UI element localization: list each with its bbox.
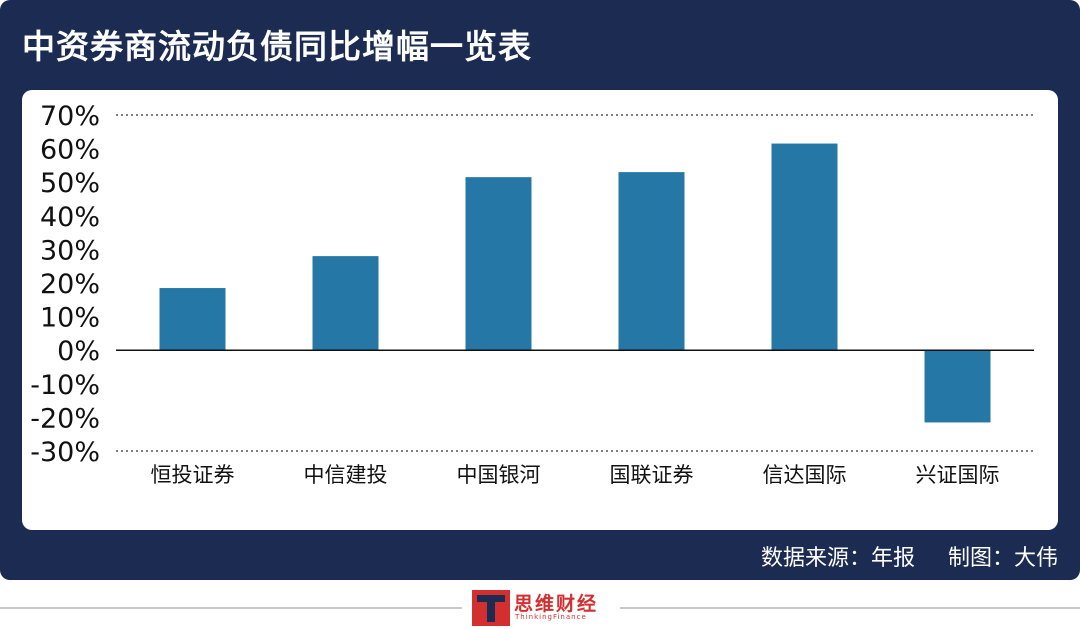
y-tick-label: 30% xyxy=(40,235,100,266)
chart-title: 中资券商流动负债同比增幅一览表 xyxy=(22,27,532,66)
bar xyxy=(159,288,226,351)
y-tick-label: -20% xyxy=(30,403,100,434)
bar xyxy=(924,350,991,423)
footer-rule-left xyxy=(0,607,462,609)
x-category-label: 国联证券 xyxy=(610,463,694,487)
y-tick-label: -10% xyxy=(30,370,100,401)
data-source: 数据来源：年报 xyxy=(760,546,915,571)
chart-credit: 制图：大伟 xyxy=(947,546,1058,571)
brand-subtext: ThinkingFinance xyxy=(515,613,587,621)
x-category-label: 恒投证券 xyxy=(151,463,235,487)
x-category-label: 兴证国际 xyxy=(916,463,1000,487)
brand-logo-icon xyxy=(472,590,510,626)
y-tick-label: 0% xyxy=(57,336,100,367)
y-tick-label: -30% xyxy=(30,437,100,468)
y-tick-label: 20% xyxy=(40,269,100,300)
y-tick-label: 50% xyxy=(40,168,100,199)
bar xyxy=(618,172,685,351)
footer-rule-right xyxy=(620,607,1080,609)
y-tick-label: 60% xyxy=(40,135,100,166)
y-tick-label: 70% xyxy=(40,101,100,132)
source-line: 数据来源：年报 制图：大伟 xyxy=(761,540,1058,572)
header-panel: 中资券商流动负债同比增幅一览表 70% 60% 50% 40% 30% 20% 10% 0% -… xyxy=(0,0,1080,580)
bar xyxy=(312,256,379,351)
brand-footer: 思维财经 ThinkingFinance xyxy=(0,588,1080,629)
brand-name: 思维财经 xyxy=(514,593,599,615)
y-tick-label: 10% xyxy=(40,303,100,334)
y-tick-label: 40% xyxy=(40,202,100,233)
bar xyxy=(771,143,838,351)
chart-card: 70% 60% 50% 40% 30% 20% 10% 0% -10% -20% -30% 恒投证券 中… xyxy=(22,90,1058,530)
x-category-label: 中信建投 xyxy=(304,463,388,487)
bar xyxy=(465,177,532,351)
x-category-label: 信达国际 xyxy=(763,463,847,487)
x-category-label: 中国银河 xyxy=(457,463,541,487)
bar-chart: 70%60%50%40%30%20%10%0%-10%-20%-30% 恒投证券 中… xyxy=(30,101,1034,487)
